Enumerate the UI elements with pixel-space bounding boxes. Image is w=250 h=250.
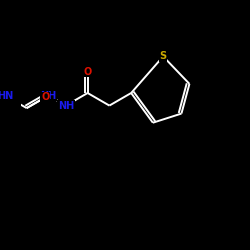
Text: NH: NH [40, 90, 56, 101]
Text: HN: HN [0, 90, 13, 101]
Text: O: O [41, 92, 49, 102]
Text: O: O [84, 67, 92, 77]
Text: NH: NH [58, 100, 74, 110]
Text: S: S [160, 52, 167, 62]
